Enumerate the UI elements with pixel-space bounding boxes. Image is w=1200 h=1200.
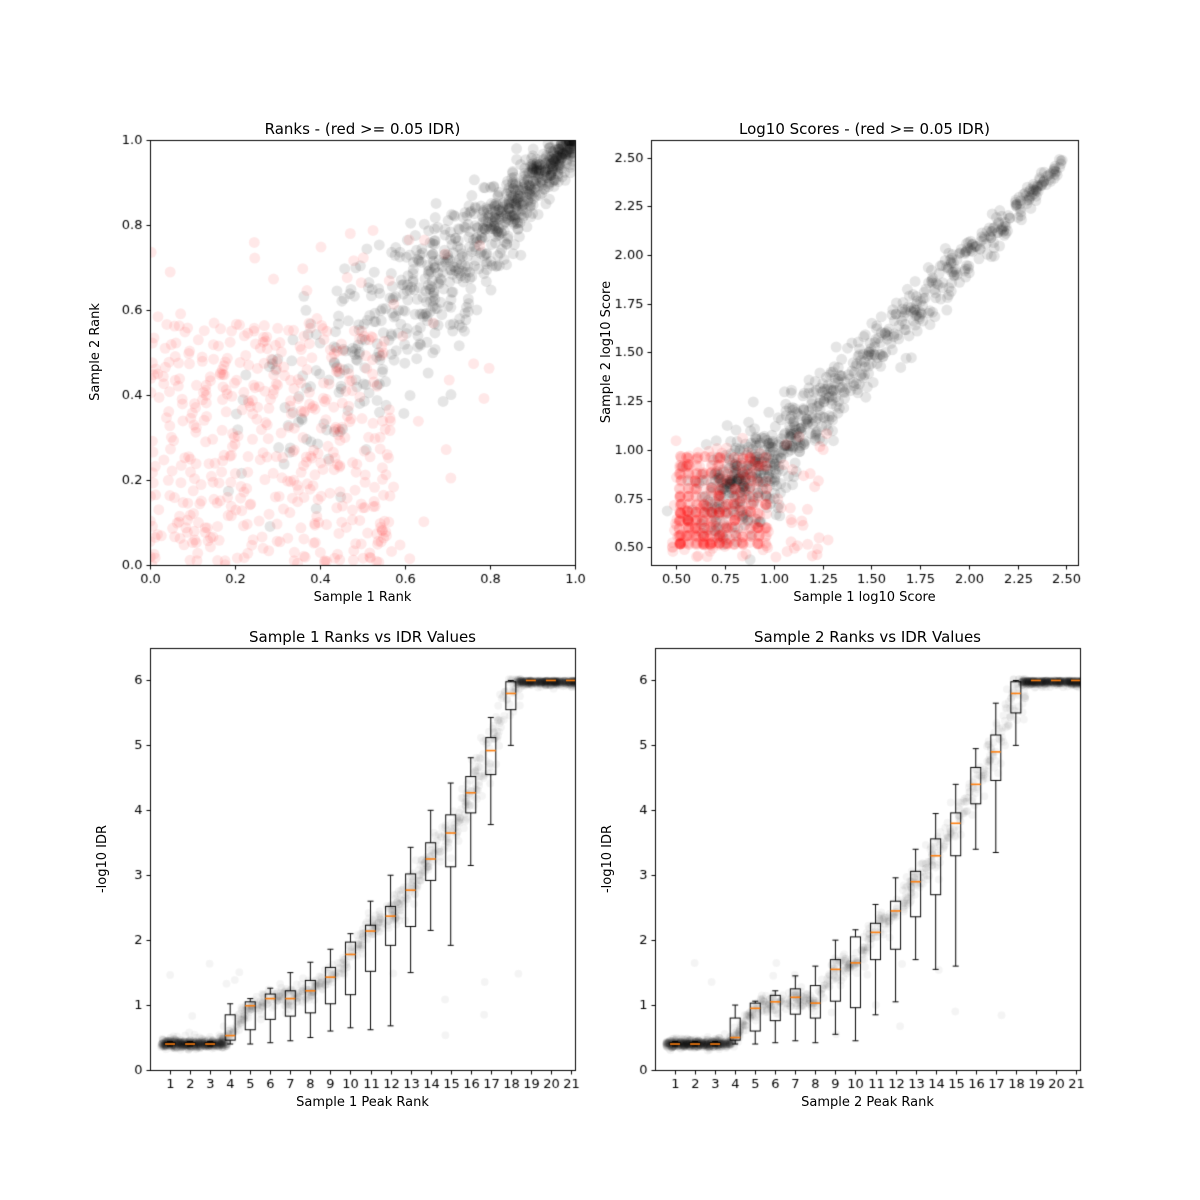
sample2-rank-idr-boxplot: [600, 600, 1200, 1200]
sample1-rank-idr-boxplot: [0, 600, 600, 1200]
sample1-boxplot-xlabel: Sample 1 Peak Rank: [296, 1095, 429, 1110]
ranks-scatter-ylabel: Sample 2 Rank: [88, 303, 103, 401]
ranks-scatter-plot: [0, 0, 600, 600]
scores-scatter-ylabel: Sample 2 log10 Score: [599, 280, 614, 424]
ranks-scatter-xlabel: Sample 1 Rank: [313, 590, 412, 605]
scores-scatter-title: Log10 Scores - (red >= 0.05 IDR): [739, 120, 990, 138]
scores-scatter-xlabel: Sample 1 log10 Score: [793, 590, 936, 605]
sample2-boxplot-ylabel: -log10 IDR: [600, 824, 615, 894]
sample2-boxplot-title: Sample 2 Ranks vs IDR Values: [753, 628, 981, 646]
sample2-boxplot-xlabel: Sample 2 Peak Rank: [801, 1095, 934, 1110]
log10-scores-scatter-plot: [600, 0, 1200, 600]
ranks-scatter-title: Ranks - (red >= 0.05 IDR): [264, 120, 461, 138]
sample1-boxplot-ylabel: -log10 IDR: [95, 824, 110, 894]
sample1-boxplot-title: Sample 1 Ranks vs IDR Values: [248, 628, 476, 646]
